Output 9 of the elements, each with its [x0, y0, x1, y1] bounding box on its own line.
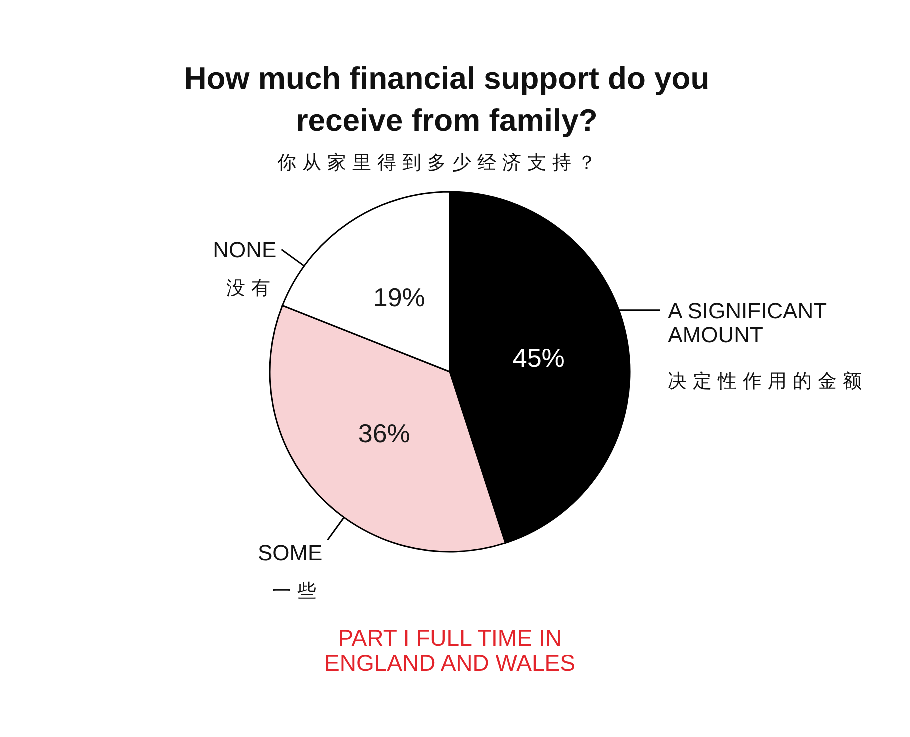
chart-title: How much financial support do you receive from family? — [183, 60, 711, 140]
data-label: 36% — [358, 418, 410, 449]
chart-subtitle: 你从家里得到多少经济支持？ — [276, 152, 604, 176]
data-label: 19% — [373, 282, 426, 313]
slice-label: SOME 一些 — [258, 540, 323, 602]
text: PART I FULL TIME IN ENGLAND AND WALES — [324, 625, 576, 676]
slice-label: A SIGNIFICANT AMOUNT 决定性作用的金额 — [668, 298, 868, 392]
slice-label: NONE 没有 — [213, 238, 277, 300]
data-label: 45% — [512, 342, 565, 373]
